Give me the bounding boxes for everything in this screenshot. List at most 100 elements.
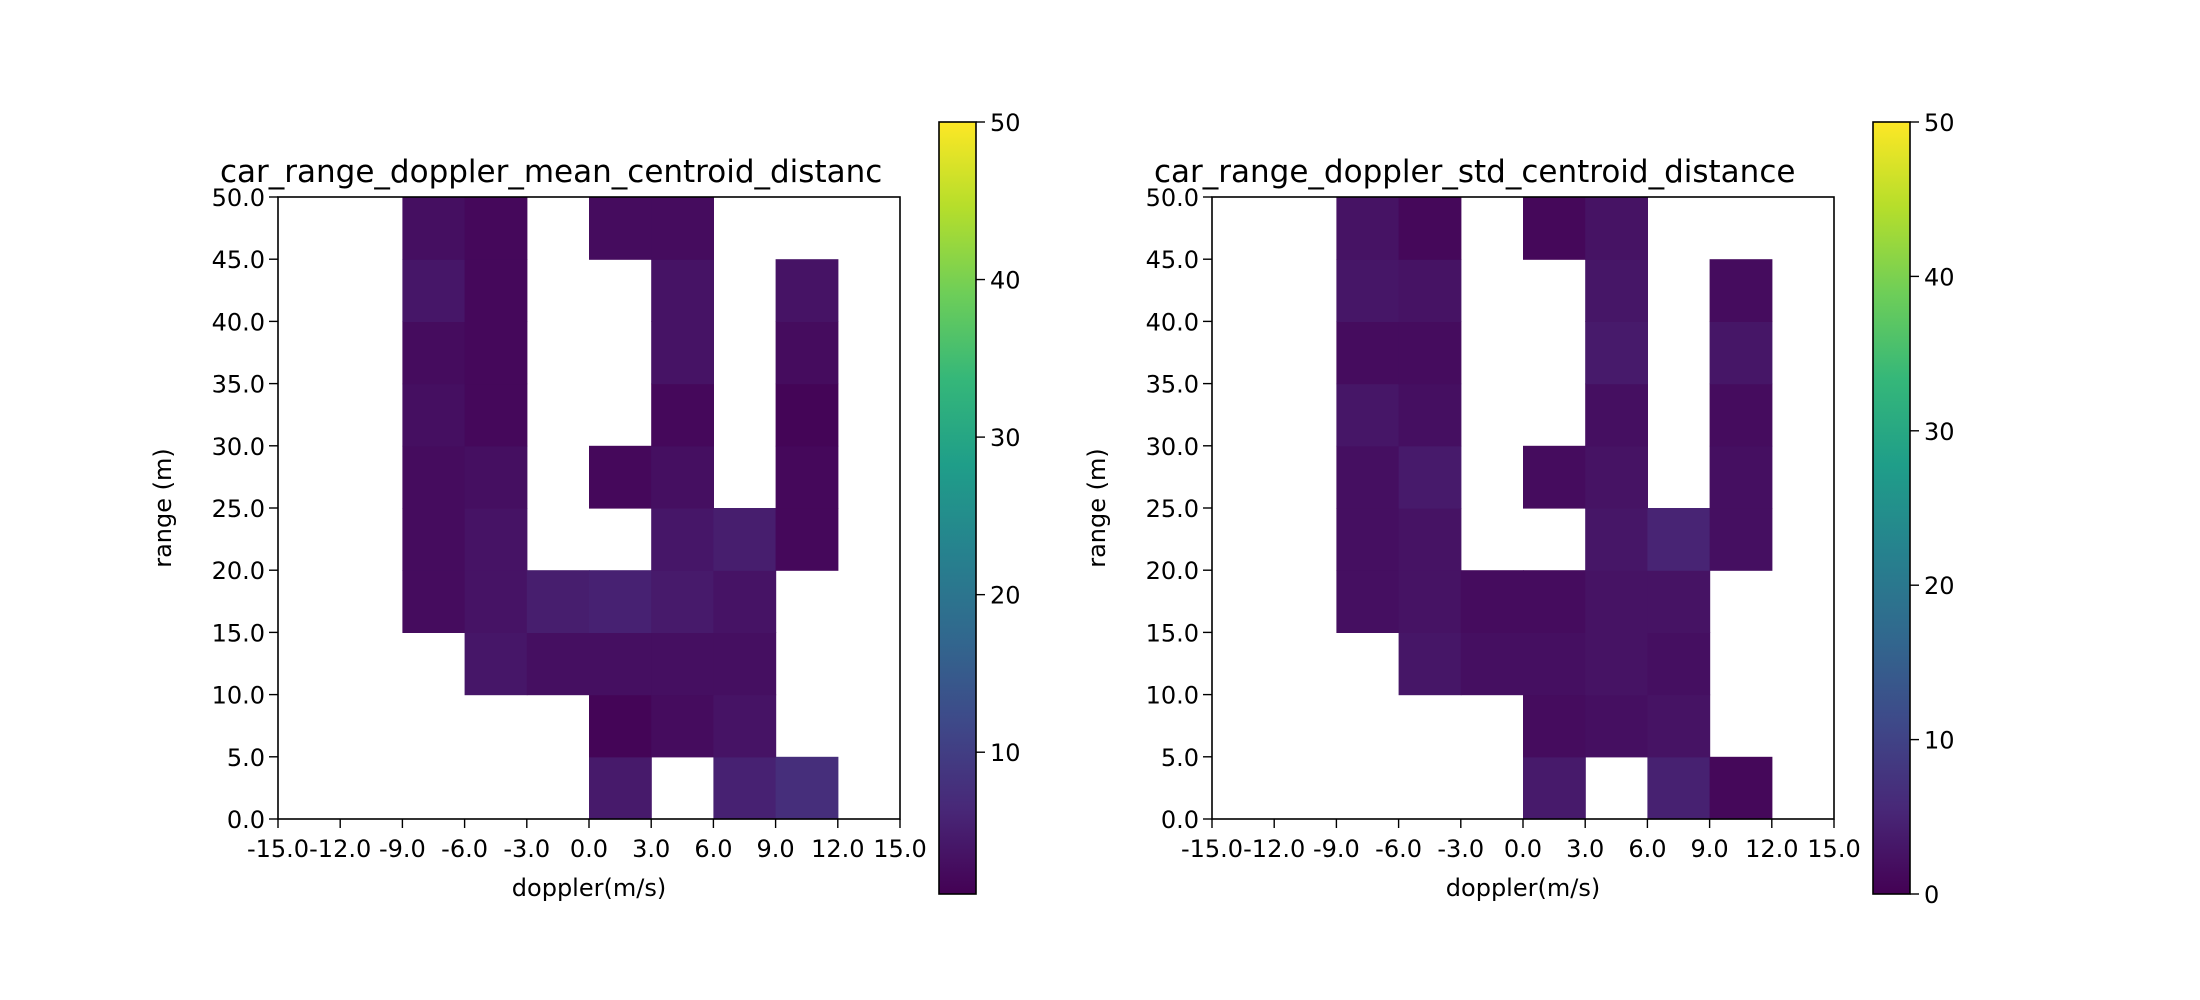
colorbar-frame [938,121,977,895]
heatmap-cell [589,756,652,820]
heatmap-cell [1585,197,1648,260]
heatmap-cell [1585,383,1648,447]
heatmap-cell [1585,321,1648,385]
y-tick-label: 40.0 [1146,308,1199,336]
heatmap-cell [1585,508,1648,571]
heatmap-cell [1398,259,1462,322]
heatmap-cell [464,197,528,260]
x-tick-label: 15.0 [1807,835,1860,863]
colorbar-tick-label: 20 [1924,572,1955,600]
heatmap-cell [1585,259,1648,322]
panel-right: -15.0 -12.0 -9.0 -6.0 -3.0 0.0 3.0 6.0 9.0 12.0 15… [1083,109,1955,909]
heatmap-cell [775,445,839,509]
heatmap-cell [775,321,839,385]
heatmap-cell [1336,321,1400,385]
heatmap-cell [464,445,528,509]
x-tick-label: 0.0 [570,835,608,863]
chart-title: car_range_doppler_mean_centroid_distanc [220,154,882,190]
x-tick-label: -12.0 [309,835,371,863]
y-tick-label: 10.0 [1146,682,1199,710]
heatmap-cell [526,632,590,696]
y-tick-label: 35.0 [212,371,265,399]
x-tick-label: 3.0 [632,835,670,863]
colorbar-tick-label: 0 [1924,881,1939,909]
heatmap-cell [1523,756,1586,820]
heatmap-cell [775,259,839,322]
colorbar-tick-label: 20 [990,582,1021,610]
heatmap-cell [651,197,714,260]
heatmap-cell [713,632,777,696]
heatmap-cell [1398,321,1462,385]
heatmap-cell [651,632,714,696]
y-tick-label: 5.0 [227,744,265,772]
colorbar-frame [1872,121,1911,895]
heatmap-cell [1523,694,1586,758]
heatmap-cell [1336,508,1400,571]
heatmap-cell [402,197,466,260]
heatmap-cell [1398,383,1462,447]
heatmap-cell [651,259,714,322]
heatmap-cell [775,508,839,571]
x-axis-label: doppler(m/s) [512,874,666,902]
y-tick-label: 30.0 [212,433,265,461]
x-tick-label: -15.0 [247,835,309,863]
heatmap-cell [1523,632,1586,696]
x-tick-label: 6.0 [1628,835,1666,863]
heatmap-cell [1647,508,1711,571]
heatmap-cell [713,508,777,571]
y-tick-label: 45.0 [1146,246,1199,274]
heatmap-cell [589,197,652,260]
x-tick-label: -9.0 [379,835,426,863]
y-tick-label: 25.0 [1146,495,1199,523]
heatmap-cell [713,570,777,633]
heatmap-cell [1523,445,1586,509]
heatmap-cell [402,570,466,633]
heatmap-cell [589,694,652,758]
heatmap-cell [589,570,652,633]
x-tick-label: 12.0 [1745,835,1798,863]
heatmap-cell [651,694,714,758]
heatmap-cell [1709,756,1773,820]
y-tick-label: 20.0 [1146,557,1199,585]
heatmap-cell [1398,632,1462,696]
heatmap-cell [402,508,466,571]
heatmap-cell [651,508,714,571]
heatmap-cell [1460,632,1524,696]
heatmap-cell [1523,197,1586,260]
heatmap-cell [402,383,466,447]
y-tick-label: 0.0 [227,806,265,834]
x-tick-label: 12.0 [811,835,864,863]
y-tick-label: 45.0 [212,246,265,274]
heatmap-cell [1585,570,1648,633]
heatmap-cell [1523,570,1586,633]
colorbar-tick-label: 40 [1924,263,1955,291]
x-tick-label: -3.0 [503,835,550,863]
heatmap-cell [1709,383,1773,447]
y-tick-label: 40.0 [212,308,265,336]
heatmap-cell [1709,508,1773,571]
y-axis-label: range (m) [149,448,177,568]
heatmap-cell [402,321,466,385]
x-tick-label: 3.0 [1566,835,1604,863]
panel-left: -15.0 -12.0 -9.0 -6.0 -3.0 0.0 3.0 6.0 9.0 12.0 15… [149,109,1021,902]
heatmap-cell [1709,321,1773,385]
heatmap-cell [589,632,652,696]
y-tick-label: 15.0 [1146,619,1199,647]
heatmap-cell [402,259,466,322]
y-tick-label: 5.0 [1161,744,1199,772]
heatmap-cell [1647,632,1711,696]
heatmap-cell [1336,197,1400,260]
colorbar-gradient [1873,122,1910,894]
heatmap-cell [713,756,777,820]
heatmap-cell [464,508,528,571]
chart-title: car_range_doppler_std_centroid_distance [1154,154,1795,190]
heatmap-cell [1460,570,1524,633]
heatmap-cell [1585,445,1648,509]
x-tick-label: -6.0 [441,835,488,863]
colorbar-tick-label: 50 [1924,109,1955,137]
x-tick-label: 6.0 [694,835,732,863]
x-tick-label: 15.0 [873,835,926,863]
heatmap-cell [1398,445,1462,509]
heatmap-cell [1336,570,1400,633]
